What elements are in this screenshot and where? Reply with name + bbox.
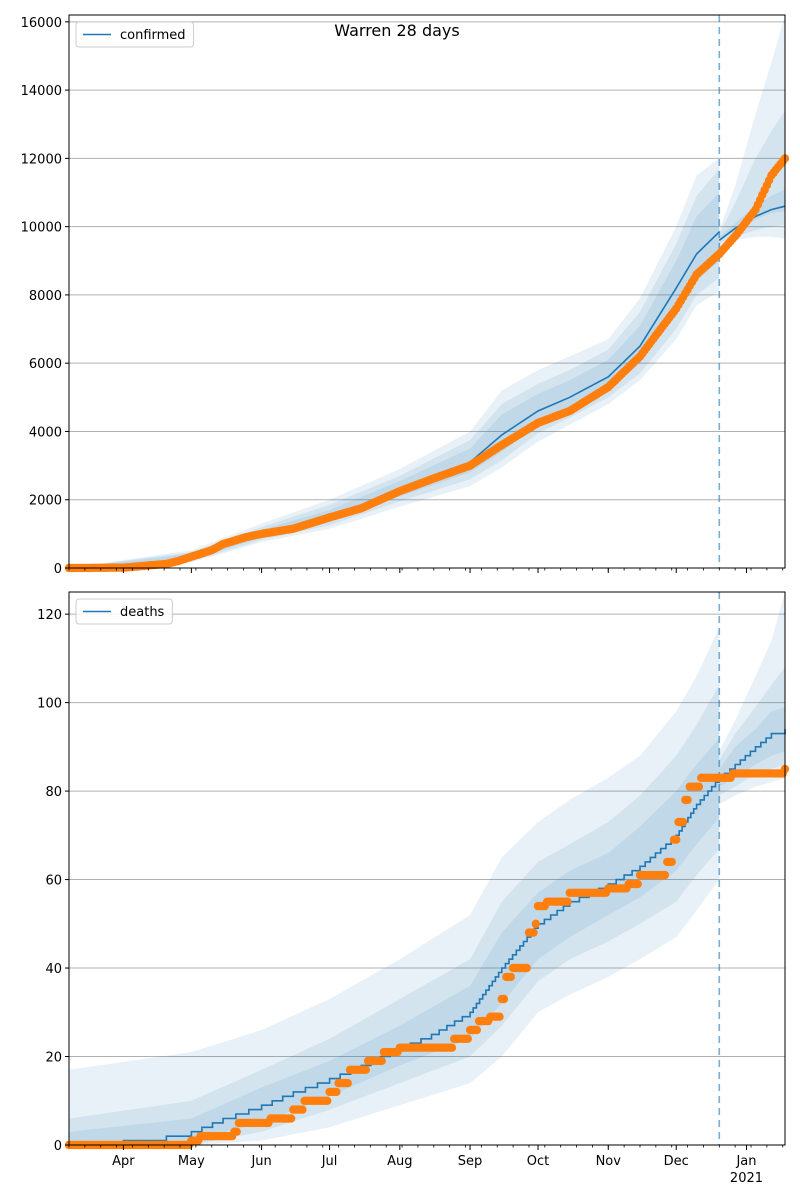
x-tick-label: May: [178, 1154, 205, 1169]
x-tick-sublabel: 2021: [730, 1171, 763, 1186]
x-tick-label: Sep: [458, 1154, 483, 1169]
observed-point: [323, 1096, 332, 1106]
deaths-legend[interactable]: deaths: [75, 598, 173, 625]
observed-point: [531, 919, 540, 928]
observed-point: [683, 795, 692, 805]
x-tick-label: Oct: [527, 1154, 549, 1169]
x-axis-tick-labels: Apr May Jun Jul Aug Sep Oct Nov Dec Jan 2021: [112, 1154, 763, 1186]
plot-frame: [68, 591, 786, 1146]
y-tick-label: 10000: [21, 221, 62, 236]
deaths-axes: 0 20 40 60 80 100 120: [37, 591, 786, 1154]
observed-point: [463, 1034, 472, 1044]
y-tick-label: 20: [45, 1051, 62, 1066]
confirmed-axes: 0 2000 4000 6000 8000 10000 12000 14000 16000: [21, 14, 786, 577]
uncertainty-band: [719, 667, 785, 796]
x-tick-label: Jan: [735, 1154, 756, 1169]
observed-point: [506, 972, 515, 982]
y-tick-label: 2000: [29, 494, 62, 509]
x-tick-label: Aug: [387, 1154, 412, 1169]
observed-point: [361, 1065, 370, 1075]
observed-point: [694, 782, 704, 791]
observed-point: [377, 1056, 386, 1066]
observed-point: [298, 1105, 307, 1114]
observed-point: [499, 994, 509, 1004]
y-tick-label: 0: [54, 1139, 62, 1154]
observed-point: [522, 963, 531, 973]
x-tick-label: Dec: [664, 1154, 689, 1169]
observed-point: [672, 835, 681, 844]
observed-point: [633, 879, 642, 889]
observed-point: [447, 1043, 457, 1052]
observed-point: [667, 857, 676, 867]
y-tick-label: 0: [54, 562, 62, 577]
observed-point: [472, 1025, 481, 1035]
forecast-line: [718, 205, 786, 241]
uncertainty-band: [69, 158, 720, 568]
observed-point: [332, 1087, 341, 1097]
y-tick-label: 8000: [29, 289, 62, 304]
deaths-legend-label: deaths: [120, 605, 165, 620]
y-tick-label: 4000: [29, 425, 62, 440]
deaths-panel: 0 20 40 60 80 100 120 deaths: [37, 591, 790, 1154]
uncertainty-band: [69, 168, 720, 568]
y-tick-label: 60: [45, 874, 62, 889]
confirmed-observed-points: [64, 154, 790, 573]
x-tick-label: Jul: [321, 1154, 338, 1169]
observed-point: [529, 928, 538, 937]
confirmed-legend[interactable]: confirmed: [75, 21, 195, 48]
observed-point: [660, 870, 670, 880]
x-tick-label: Jun: [250, 1154, 271, 1169]
y-tick-label: 14000: [21, 84, 62, 99]
observed-point: [563, 897, 572, 906]
y-tick-label: 40: [45, 962, 62, 977]
x-tick-label: Apr: [112, 1154, 135, 1169]
confirmed-panel: 0 2000 4000 6000 8000 10000 12000 14000 16000 co…: [21, 14, 790, 577]
uncertainty-band: [719, 592, 785, 805]
y-tick-label: 6000: [29, 357, 62, 372]
confirmed-legend-label: confirmed: [120, 28, 186, 43]
uncertainty-band: [69, 738, 720, 1145]
y-tick-label: 80: [45, 785, 62, 800]
observed-point: [343, 1078, 352, 1088]
observed-point: [286, 1114, 296, 1123]
chart-title: Warren 28 days: [334, 21, 459, 40]
confirmed-legend-box: [75, 21, 195, 48]
y-tick-label: 16000: [21, 16, 62, 31]
deaths-legend-box: [75, 598, 173, 625]
observed-point: [495, 1012, 504, 1021]
uncertainty-band: [69, 627, 720, 1145]
x-tick-label: Nov: [596, 1154, 622, 1169]
y-tick-label: 100: [37, 697, 62, 712]
y-tick-label: 12000: [21, 152, 62, 167]
plot-frame: [68, 14, 786, 569]
observed-point: [678, 817, 688, 827]
y-tick-label: 120: [37, 608, 62, 623]
observed-point: [232, 1127, 241, 1136]
